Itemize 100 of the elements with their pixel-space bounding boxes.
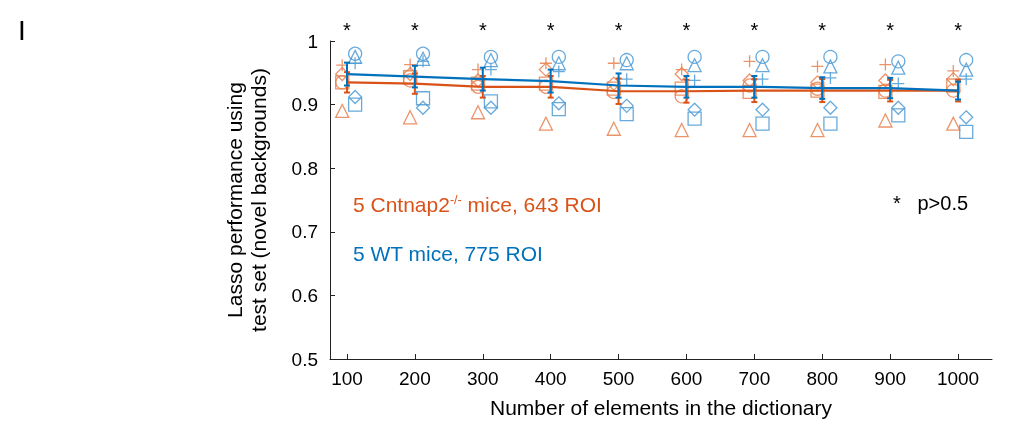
point	[891, 108, 906, 123]
point	[347, 97, 363, 112]
x-axis-title: Number of elements in the dictionary	[490, 396, 833, 419]
point	[959, 110, 974, 125]
point	[606, 76, 621, 91]
x-tick-label: 800	[806, 368, 839, 389]
point	[946, 83, 961, 98]
text: *	[478, 19, 487, 41]
point	[946, 64, 960, 78]
point	[755, 72, 770, 86]
point	[538, 116, 554, 131]
point	[620, 72, 634, 86]
point	[619, 56, 634, 71]
point	[742, 84, 757, 100]
point	[607, 56, 621, 70]
point	[483, 100, 499, 115]
point	[878, 73, 893, 88]
point	[742, 78, 757, 93]
point	[606, 121, 621, 136]
point	[347, 89, 363, 105]
point	[687, 111, 702, 126]
point	[755, 49, 770, 65]
point	[946, 116, 961, 131]
point	[687, 73, 702, 88]
point	[742, 73, 757, 88]
point	[687, 58, 702, 73]
point	[484, 62, 498, 77]
point	[551, 96, 566, 111]
text: *	[886, 19, 895, 41]
point	[619, 98, 634, 114]
point	[674, 66, 689, 82]
point	[959, 52, 974, 68]
point	[674, 81, 689, 96]
point	[470, 105, 486, 120]
text: *	[614, 19, 623, 41]
point	[551, 101, 566, 117]
point	[619, 52, 634, 68]
point	[946, 72, 961, 87]
y-tick-label: 1	[307, 30, 318, 52]
text: *	[343, 19, 352, 41]
point	[959, 72, 973, 86]
text: I	[18, 14, 26, 46]
point	[959, 62, 974, 77]
point	[347, 46, 363, 61]
point	[675, 62, 689, 77]
y-tick-label: 0.9	[291, 94, 318, 116]
text: 5 Cntnap2-/- mice, 643 ROI	[353, 192, 602, 216]
point	[552, 64, 566, 79]
x-tick-label: 1000	[936, 368, 980, 389]
point	[674, 122, 689, 138]
point	[551, 49, 566, 65]
x-tick-label: 200	[399, 368, 431, 389]
point	[810, 59, 825, 74]
x-tick-label: 100	[331, 368, 363, 389]
y-tick-label: 0.8	[291, 157, 318, 179]
point	[891, 100, 906, 115]
point	[674, 89, 689, 104]
point	[606, 81, 621, 96]
point	[348, 56, 362, 70]
y-tick-label: 0.5	[291, 348, 318, 370]
point	[415, 100, 431, 115]
point	[619, 106, 634, 122]
point	[823, 59, 838, 74]
point	[891, 54, 906, 69]
point	[538, 62, 554, 77]
text: *	[682, 19, 691, 41]
point	[891, 60, 906, 75]
point	[823, 71, 838, 85]
point	[483, 94, 499, 109]
annotation: * p>0.5	[893, 192, 969, 214]
x-tick-label: 300	[466, 368, 499, 389]
x-tick-label: 400	[534, 368, 567, 389]
x-tick-label: 900	[874, 368, 907, 389]
x-tick-label: 600	[670, 368, 703, 389]
x-tick-label: 500	[602, 368, 635, 389]
text: 5 WT mice, 775 ROI	[353, 242, 543, 265]
point	[959, 124, 974, 140]
point	[403, 57, 417, 72]
text: *	[750, 19, 759, 41]
text: *	[546, 19, 555, 41]
point	[402, 110, 418, 125]
point	[810, 75, 825, 90]
point	[539, 56, 553, 70]
point	[823, 100, 838, 115]
point	[687, 49, 702, 65]
point	[823, 116, 838, 131]
point	[823, 49, 838, 65]
point	[415, 46, 431, 61]
point	[755, 102, 770, 117]
point	[347, 49, 363, 65]
point	[415, 91, 431, 106]
point	[335, 103, 350, 119]
text: *	[818, 19, 827, 41]
point	[946, 78, 961, 93]
text: *	[410, 19, 419, 41]
point	[891, 76, 905, 91]
point	[878, 57, 893, 72]
point	[551, 56, 566, 71]
point	[810, 122, 825, 138]
y-axis-title: Lasso performance using test set (novel backgrounds)	[222, 68, 270, 332]
